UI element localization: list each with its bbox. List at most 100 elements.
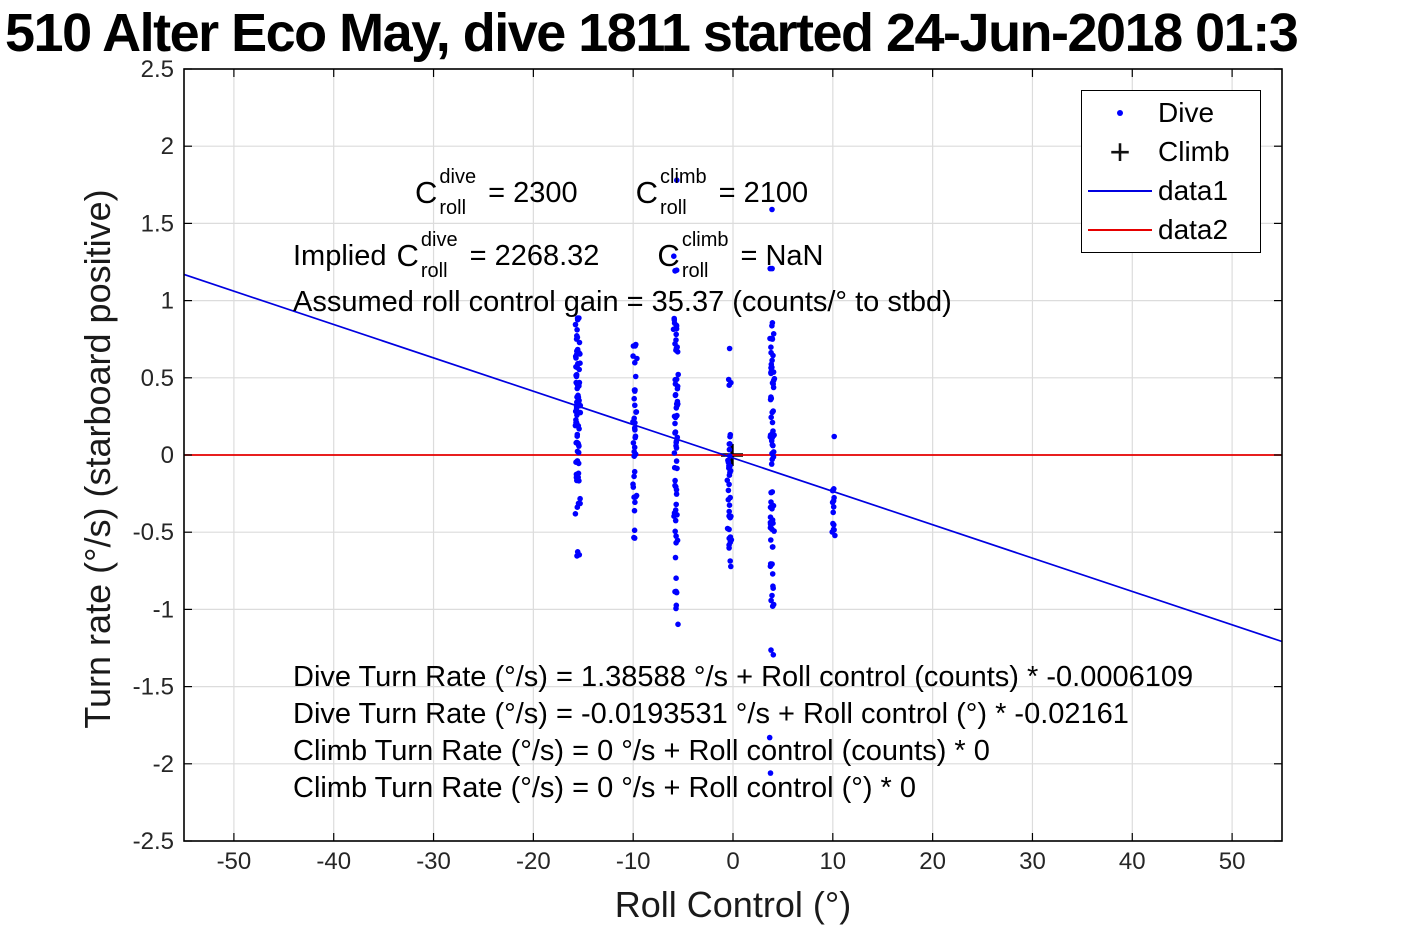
dive-point <box>573 419 579 426</box>
dive-point <box>674 383 681 390</box>
dive-point <box>576 426 582 432</box>
dive-point <box>829 529 835 535</box>
dive-point <box>672 391 679 398</box>
dive-point <box>769 561 775 567</box>
dive-point <box>769 571 776 577</box>
dive-point <box>769 526 775 533</box>
y-tick-label: -2.5 <box>133 828 174 855</box>
legend-label-dive: Dive <box>1158 96 1215 128</box>
dive-point <box>726 441 733 447</box>
dive-point <box>672 341 678 347</box>
dive-point <box>572 511 579 517</box>
dive-point <box>574 433 580 440</box>
dive-point <box>675 371 681 378</box>
dive-point <box>576 381 582 388</box>
c-subscript: roll <box>439 197 467 219</box>
fit-line-dive-degrees: Dive Turn Rate (°/s) = -0.0193531 °/s + … <box>293 698 1129 730</box>
dive-point <box>770 331 777 337</box>
x-tick-label: -10 <box>616 848 651 875</box>
c-scripts: climb roll <box>682 230 729 281</box>
y-tick-label: -0.5 <box>133 519 174 546</box>
dive-point <box>673 602 680 609</box>
dive-point <box>770 442 776 449</box>
dive-point <box>673 533 679 539</box>
dive-point <box>671 413 678 420</box>
y-tick-label: 2 <box>161 133 174 160</box>
c-symbol: C <box>657 238 680 273</box>
x-tick-label: -20 <box>516 848 551 875</box>
c-roll-climb-expression: C climb roll <box>657 230 728 282</box>
dive-point <box>631 395 637 402</box>
dive-point <box>770 352 776 359</box>
dive-point <box>768 438 775 444</box>
fit-line-dive-counts: Dive Turn Rate (°/s) = 1.38588 °/s + Rol… <box>293 661 1194 693</box>
dive-point <box>632 402 638 409</box>
dive-point <box>726 502 733 509</box>
dive-point <box>671 450 678 456</box>
dive-point <box>724 477 731 484</box>
c-symbol: C <box>635 175 658 210</box>
x-tick-label: -50 <box>217 848 252 875</box>
dive-point <box>725 496 732 503</box>
dive-point <box>673 443 679 449</box>
dive-point <box>673 438 680 445</box>
dive-point <box>769 320 776 326</box>
dive-point <box>630 440 637 446</box>
dive-point <box>770 369 777 375</box>
annotation-coef-row2: Implied C dive roll = 2268.32 C climb ro… <box>293 230 824 282</box>
dive-point <box>726 508 732 515</box>
x-axis-label: Roll Control (°) <box>614 884 852 925</box>
c-scripts: dive roll <box>421 230 458 281</box>
dive-point <box>673 401 680 407</box>
dive-point <box>766 734 773 741</box>
dive-point <box>576 339 583 346</box>
climb-plus-icon: + <box>1109 130 1131 172</box>
y-tick-label: 2.5 <box>141 56 174 83</box>
dive-point <box>673 345 680 352</box>
dive-point <box>767 265 773 272</box>
dive-point <box>726 382 732 389</box>
dive-point <box>630 343 637 349</box>
c-dive-value: = 2300 <box>488 176 578 209</box>
dive-point <box>631 444 638 451</box>
dive-point <box>724 525 731 532</box>
dive-point <box>728 513 734 520</box>
implied-label: Implied <box>293 239 387 272</box>
dive-point <box>674 537 681 544</box>
fit-line-climb-counts: Climb Turn Rate (°/s) = 0 °/s + Roll con… <box>293 735 990 767</box>
dive-point <box>725 487 732 494</box>
dive-point <box>770 384 777 391</box>
dive-point <box>573 372 579 379</box>
dive-point <box>769 357 775 364</box>
dive-point <box>727 539 734 545</box>
dive-point <box>577 500 583 507</box>
x-tick-label: 50 <box>1219 848 1246 875</box>
y-tick-label: 1.5 <box>141 210 174 237</box>
dive-point <box>631 468 638 475</box>
dive-point <box>673 501 679 508</box>
dive-point <box>727 558 733 564</box>
dive-point <box>674 465 680 472</box>
dive-point <box>575 360 581 367</box>
dive-point <box>632 359 638 366</box>
dive-point <box>631 448 637 455</box>
dive-point <box>769 206 775 213</box>
dive-point <box>575 440 581 447</box>
dive-point <box>770 652 777 658</box>
dive-point <box>673 326 680 332</box>
dive-point <box>831 433 837 440</box>
dive-point <box>573 459 579 466</box>
dive-point <box>768 335 775 342</box>
c-superscript: dive <box>439 166 477 188</box>
dive-point <box>577 351 583 357</box>
c-subscript: roll <box>660 197 687 219</box>
dive-point <box>768 414 774 421</box>
dive-point <box>631 387 638 393</box>
dive-point <box>726 345 733 352</box>
y-tick-label: -1.5 <box>133 674 174 701</box>
dive-point <box>574 327 580 333</box>
dive-point <box>632 427 638 433</box>
dive-point <box>769 592 775 599</box>
dive-point <box>830 509 836 516</box>
